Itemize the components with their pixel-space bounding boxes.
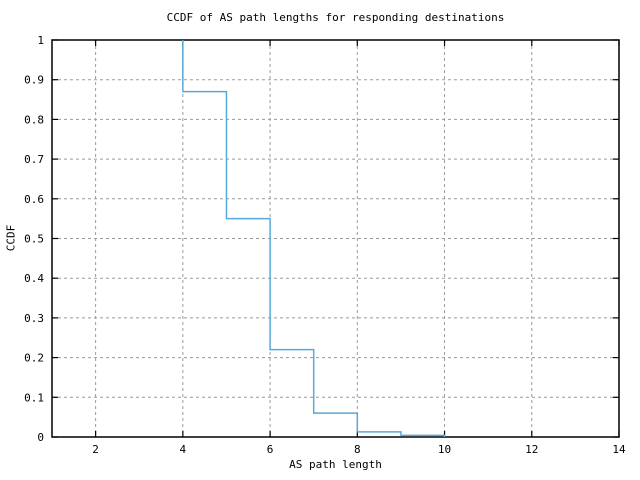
x-tick-label: 2 — [92, 443, 99, 456]
x-tick-label: 8 — [354, 443, 361, 456]
y-tick-label: 0.6 — [24, 193, 44, 206]
y-tick-label: 0.7 — [24, 153, 44, 166]
x-tick-label: 10 — [438, 443, 451, 456]
x-axis-label: AS path length — [289, 458, 382, 471]
y-tick-label: 1 — [37, 34, 44, 47]
x-tick-label: 14 — [612, 443, 626, 456]
y-tick-label: 0.8 — [24, 113, 44, 126]
y-tick-label: 0.9 — [24, 74, 44, 87]
y-tick-label: 0 — [37, 431, 44, 444]
y-tick-label: 0.5 — [24, 233, 44, 246]
chart-title: CCDF of AS path lengths for responding d… — [166, 11, 505, 24]
y-tick-label: 0.2 — [24, 352, 44, 365]
y-tick-label: 0.1 — [24, 391, 44, 404]
y-tick-label: 0.3 — [24, 312, 44, 325]
x-tick-label: 4 — [180, 443, 187, 456]
x-tick-label: 12 — [525, 443, 538, 456]
ccdf-step-curve — [182, 40, 446, 437]
y-tick-label: 0.4 — [24, 272, 44, 285]
x-tick-label: 6 — [267, 443, 274, 456]
